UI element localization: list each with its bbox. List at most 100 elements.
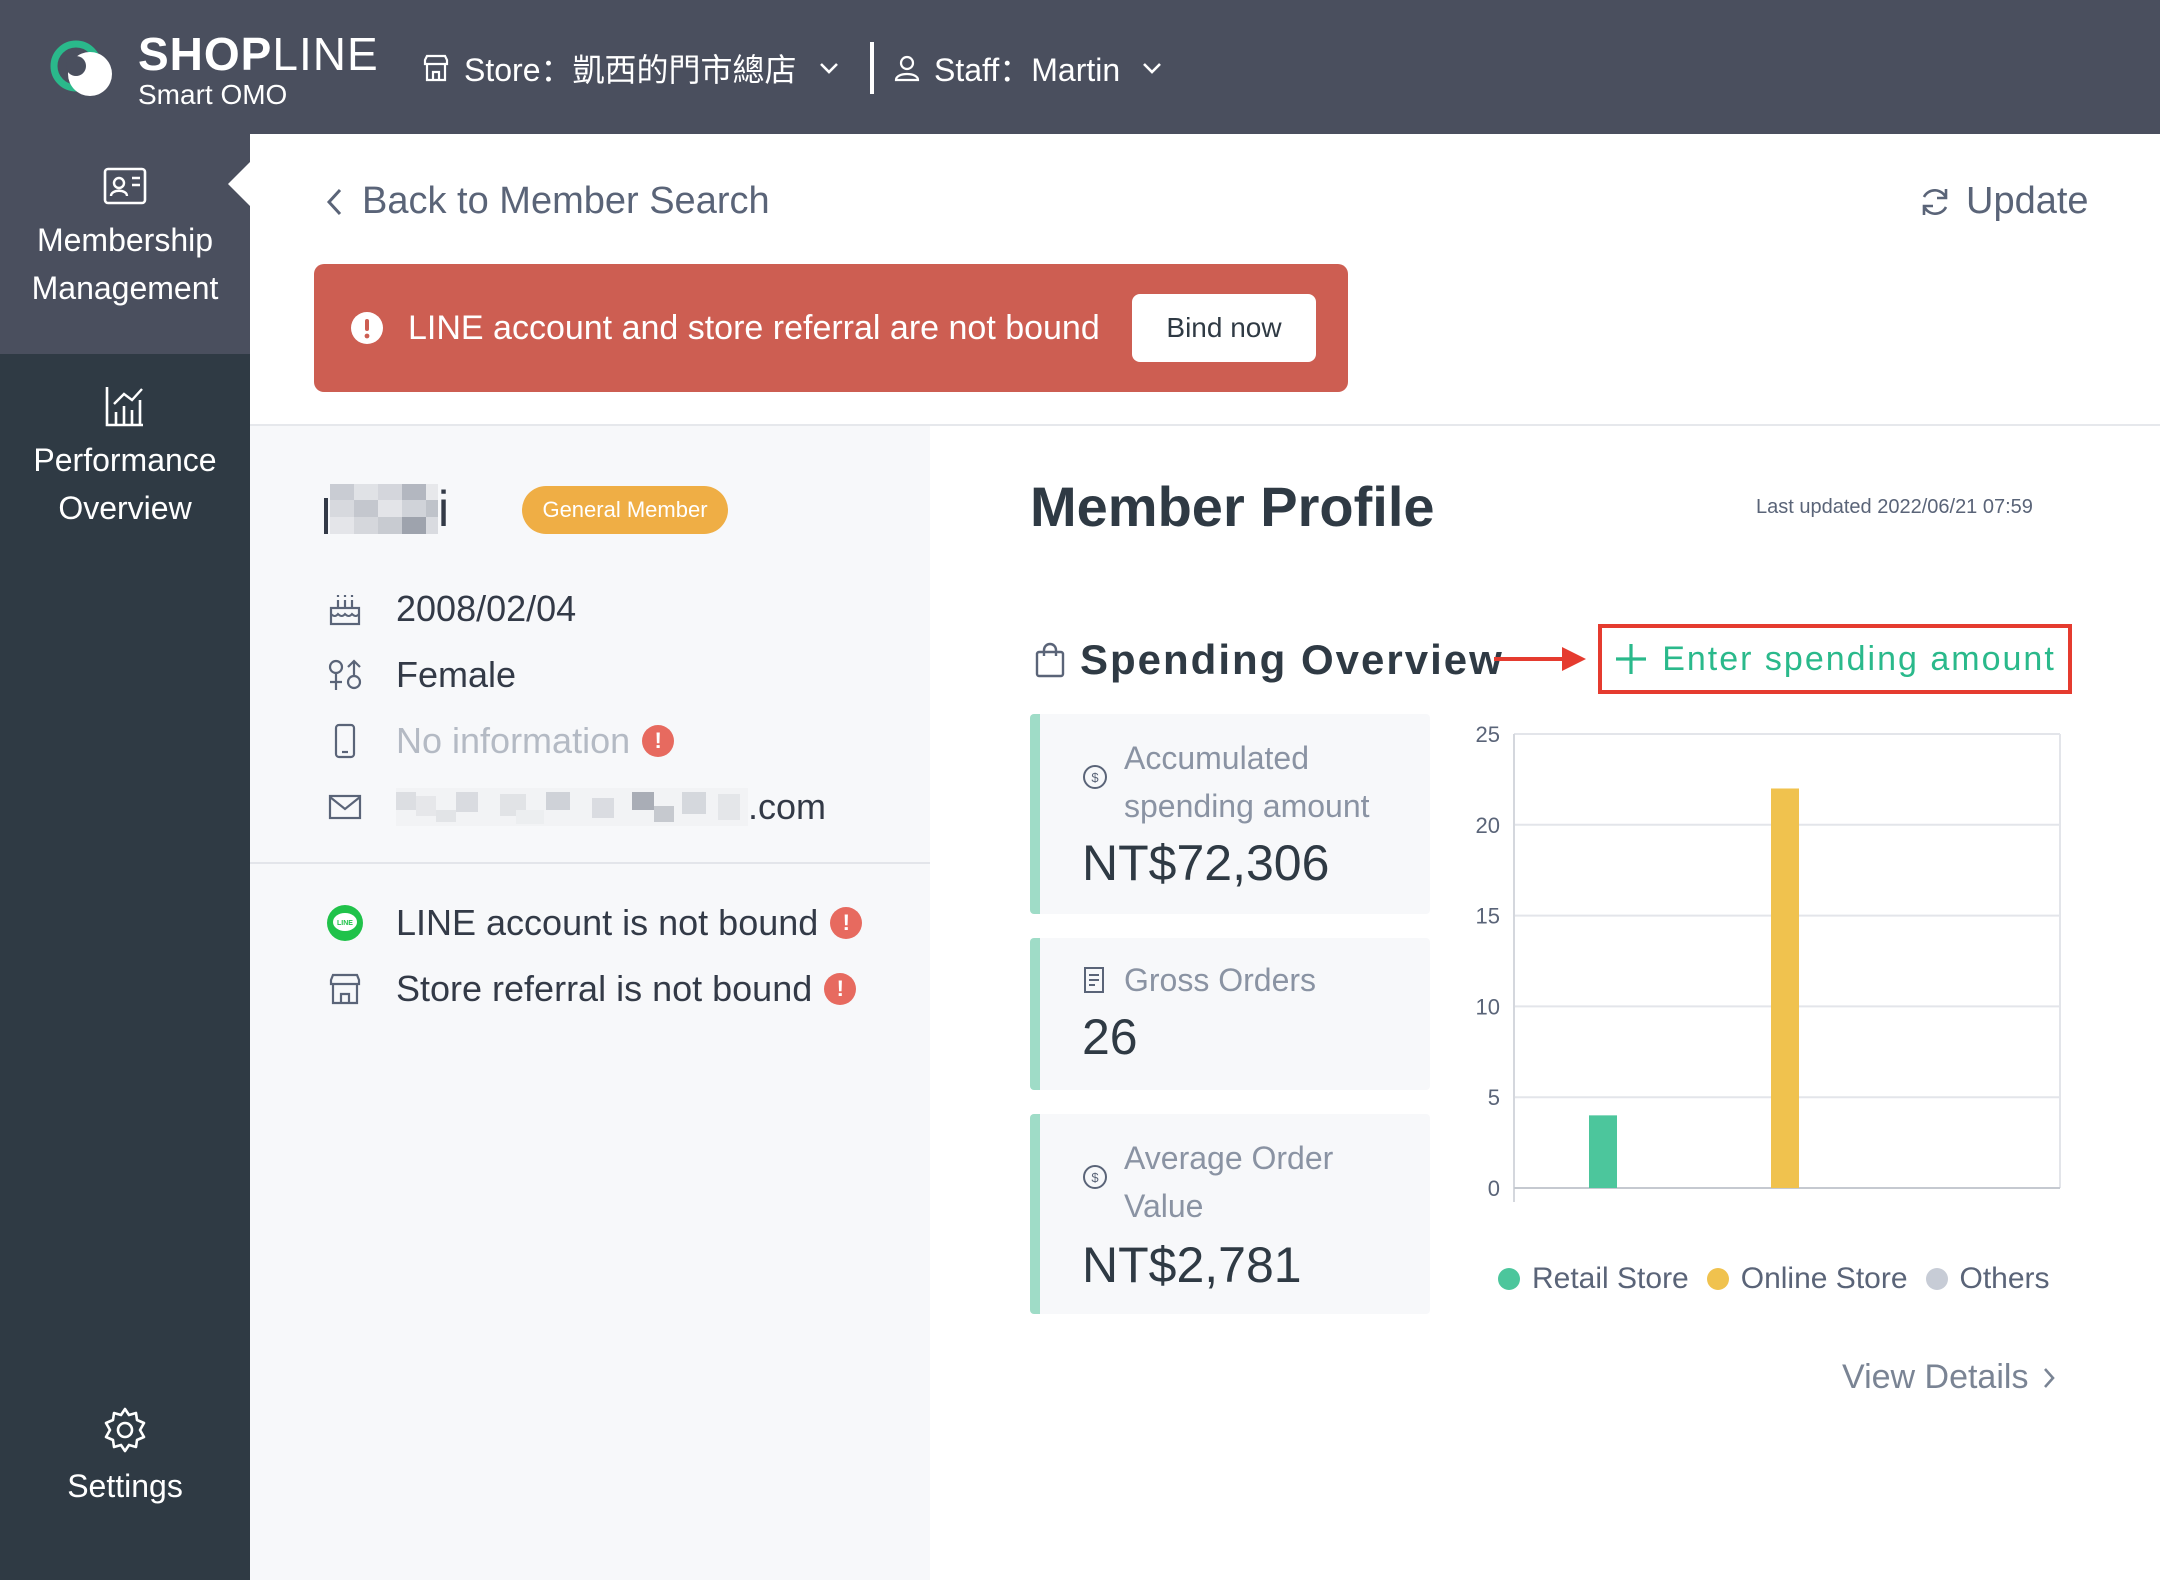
stat-label: Value <box>1124 1188 1204 1224</box>
sidebar-label: Membership <box>36 222 214 258</box>
phone-icon <box>334 723 356 759</box>
top-bar: SHOPLINE Smart OMO Store：凱西的門市總店 Staff：M… <box>0 0 2160 134</box>
svg-text:LINE: LINE <box>337 920 353 927</box>
chart-icon <box>105 387 143 427</box>
pixelated-name <box>324 484 438 534</box>
staff-selector[interactable]: Staff：Martin <box>894 40 1176 96</box>
sidebar-label: Overview <box>58 490 192 526</box>
back-label: Back to Member Search <box>362 180 770 222</box>
store-referral-status: Store referral is not bound <box>396 968 813 1009</box>
dollar-icon: $ <box>1083 765 1107 789</box>
email-row: .com <box>324 782 826 832</box>
bar-online-store <box>1771 788 1799 1188</box>
warning-icon: ! <box>642 725 675 757</box>
y-tick-label: 20 <box>1476 813 1500 838</box>
stat-label: Average Order <box>1124 1140 1334 1176</box>
y-tick-label: 0 <box>1488 1176 1500 1201</box>
spending-overview-label: Spending Overview <box>1080 636 1504 683</box>
legend-online-store[interactable]: Online Store <box>1706 1262 1908 1296</box>
binding-alert: LINE account and store referral are not … <box>314 264 1348 392</box>
gender-row: Female <box>324 650 516 700</box>
stat-card-accumulated: $ Accumulated spending amount NT$72,306 <box>1030 714 1430 914</box>
chart-legend: Retail Store Online Store Others <box>1498 1262 2068 1296</box>
legend-label: Others <box>1959 1262 2050 1295</box>
legend-label: Retail Store <box>1532 1262 1689 1295</box>
bind-now-button[interactable]: Bind now <box>1132 294 1316 362</box>
sidebar-label: Performance <box>33 442 217 478</box>
warning-icon: ! <box>824 973 857 1005</box>
phone-row: No information ! <box>324 716 675 766</box>
update-button[interactable]: Update <box>1918 180 2089 223</box>
sidebar-label: Settings <box>67 1468 183 1504</box>
stat-card-gross-orders: Gross Orders 26 <box>1030 938 1430 1090</box>
shopline-logo[interactable]: SHOPLINE Smart OMO <box>46 28 379 110</box>
birthday-value: 2008/02/04 <box>396 588 577 629</box>
header-divider <box>870 42 874 94</box>
stat-card-average-order-value: $ Average Order Value NT$2,781 <box>1030 1114 1430 1314</box>
receipt-icon <box>1084 967 1104 993</box>
gender-icon <box>328 659 362 690</box>
store-selector[interactable]: Store：凱西的門市總店 <box>422 40 853 96</box>
view-details-label: View Details <box>1842 1358 2029 1396</box>
legend-dot <box>1706 1268 1729 1290</box>
active-indicator <box>228 162 250 206</box>
legend-others[interactable]: Others <box>1925 1262 2050 1296</box>
plus-icon <box>1616 644 1647 674</box>
gear-icon <box>104 1407 146 1453</box>
sidebar: Membership Management Performance Overvi… <box>0 134 250 1580</box>
warning-icon: ! <box>830 907 863 939</box>
line-binding-row: LINE LINE account is not bound ! <box>324 898 863 948</box>
svg-text:$: $ <box>1091 1170 1099 1185</box>
brand-sub: Smart OMO <box>138 79 288 110</box>
last-updated: Last updated 2022/06/21 07:59 <box>1756 496 2033 518</box>
y-tick-label: 15 <box>1476 904 1500 929</box>
chevron-down-icon <box>1143 63 1162 74</box>
spending-bar-chart: 0 5 10 15 20 25 <box>1476 722 2061 1202</box>
staff-icon <box>894 55 920 82</box>
store-referral-row: Store referral is not bound ! <box>324 964 857 1014</box>
shopping-bag-icon <box>1035 642 1065 678</box>
phone-value: No information <box>396 720 631 761</box>
chevron-left-icon <box>326 188 342 215</box>
back-to-member-search-link[interactable]: Back to Member Search <box>326 180 770 223</box>
sidebar-item-membership[interactable]: Membership Management <box>0 134 250 354</box>
line-app-icon: LINE <box>327 905 363 941</box>
legend-dot <box>1925 1268 1948 1290</box>
brand-name-bold: SHOP <box>138 28 273 80</box>
update-label: Update <box>1966 180 2089 222</box>
pixelated-email <box>396 788 748 826</box>
member-tier-badge: General Member <box>522 486 728 534</box>
stat-label: Gross Orders <box>1124 962 1317 998</box>
chevron-right-icon <box>2044 1367 2056 1388</box>
panel-divider <box>250 862 930 864</box>
sidebar-label: Management <box>31 270 219 306</box>
y-tick-label: 10 <box>1476 994 1500 1019</box>
brand-name-rest: LINE <box>272 28 379 80</box>
legend-retail-store[interactable]: Retail Store <box>1498 1262 1689 1296</box>
page-title: Member Profile <box>1030 475 1435 538</box>
chevron-down-icon <box>819 63 838 74</box>
line-binding-status: LINE account is not bound <box>396 902 819 943</box>
dollar-icon: $ <box>1083 1165 1107 1189</box>
member-card-icon <box>103 167 147 205</box>
birthday-cake-icon <box>329 595 361 626</box>
birthday-row: 2008/02/04 <box>324 584 576 634</box>
legend-label: Online Store <box>1740 1262 1908 1295</box>
gender-value: Female <box>396 654 517 695</box>
stat-label: Accumulated <box>1124 740 1309 776</box>
sidebar-item-settings[interactable]: Settings <box>0 1406 250 1526</box>
stat-value: NT$2,781 <box>1082 1237 1302 1293</box>
member-name: i <box>324 481 484 537</box>
store-icon <box>329 973 361 1005</box>
stat-label: spending amount <box>1124 788 1370 824</box>
stat-value: NT$72,306 <box>1082 835 1330 891</box>
view-details-link[interactable]: View Details <box>1842 1358 2056 1397</box>
staff-label: Staff：Martin <box>934 52 1121 88</box>
enter-spending-label: Enter spending amount <box>1662 639 2056 678</box>
member-info-panel: i General Member 2008/02/04 Female No in… <box>250 426 930 1580</box>
sidebar-item-performance[interactable]: Performance Overview <box>0 384 250 564</box>
enter-spending-amount-button[interactable]: Enter spending amount <box>1598 624 2072 694</box>
alert-message: LINE account and store referral are not … <box>408 308 1100 347</box>
member-name-visible: i <box>438 481 450 537</box>
svg-text:$: $ <box>1091 770 1099 785</box>
